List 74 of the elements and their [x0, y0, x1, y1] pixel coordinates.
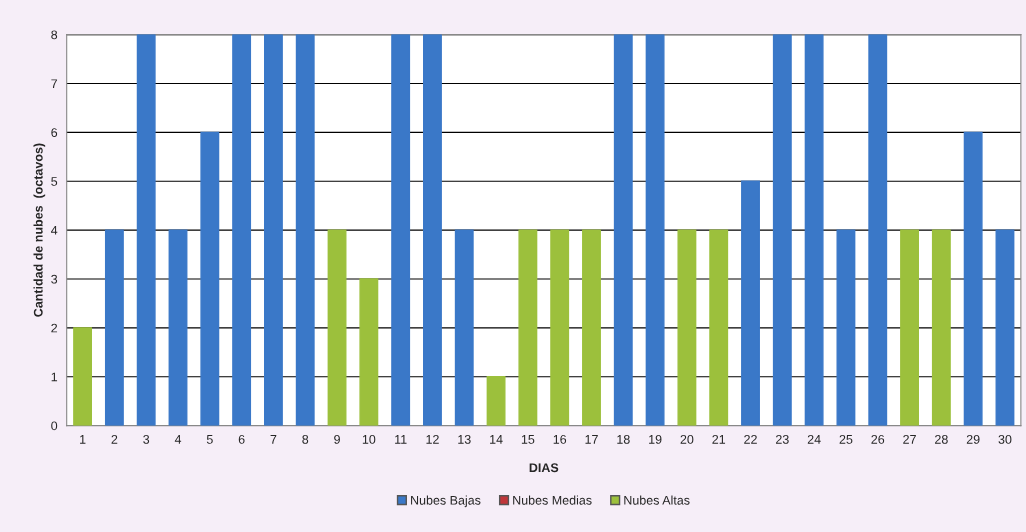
bar — [359, 278, 379, 426]
bar — [136, 34, 156, 426]
x-tick-label: 6 — [238, 434, 245, 444]
y-tick-label: 8 — [51, 30, 58, 40]
x-tick-label: 5 — [206, 435, 213, 444]
x-tick-label: 21 — [712, 434, 726, 444]
x-tick-label: 13 — [458, 434, 471, 444]
legend-label: Nubes Altas — [624, 495, 690, 505]
x-tick-label: 4 — [174, 435, 182, 444]
y-tick-label: 7 — [51, 79, 58, 88]
y-tick-label: 2 — [51, 323, 58, 333]
x-tick-label: 12 — [426, 434, 439, 444]
x-tick-label: 9 — [334, 434, 340, 444]
bar — [741, 180, 760, 426]
bar — [518, 229, 538, 426]
y-tick-label: 5 — [51, 177, 58, 186]
y-tick-label: 6 — [51, 128, 58, 137]
x-tick-label: 2 — [111, 434, 118, 444]
bar — [73, 327, 93, 426]
bar — [900, 229, 919, 426]
x-tick-label: 30 — [998, 434, 1012, 444]
x-tick-label: 14 — [490, 435, 503, 444]
bar — [391, 34, 411, 426]
x-tick-label: 16 — [553, 434, 567, 444]
x-tick-label: 23 — [776, 434, 789, 444]
x-tick-label: 8 — [302, 434, 309, 444]
x-tick-label: 29 — [966, 434, 980, 444]
bar — [709, 229, 729, 426]
bar — [613, 34, 633, 426]
x-tick-label: 24 — [807, 434, 821, 444]
bar — [232, 34, 252, 426]
x-tick-label: 28 — [935, 434, 948, 444]
bar — [327, 229, 347, 426]
y-tick-label: 1 — [51, 372, 58, 382]
bar — [677, 229, 697, 426]
bar — [168, 229, 188, 426]
x-tick-label: 19 — [649, 434, 662, 444]
bar — [645, 34, 665, 426]
x-tick-label: 22 — [744, 434, 757, 444]
bar — [995, 229, 1015, 426]
bar — [804, 34, 824, 426]
x-tick-label: 10 — [362, 434, 376, 444]
bar — [582, 229, 601, 426]
legend-label: Nubes Bajas — [411, 495, 481, 508]
bar — [423, 34, 442, 426]
x-tick-label: 18 — [617, 434, 630, 444]
x-tick-label: 17 — [585, 435, 598, 444]
x-tick-label: 15 — [521, 435, 535, 444]
x-tick-label: 26 — [871, 434, 885, 444]
bar — [200, 131, 220, 426]
bar — [454, 229, 474, 426]
legend-label: Nubes Medias — [513, 495, 592, 505]
x-tick-label: 7 — [270, 435, 277, 444]
x-tick-label: 25 — [839, 434, 853, 444]
bar — [295, 34, 315, 426]
bar — [963, 131, 983, 426]
x-tick-label: 3 — [143, 434, 150, 444]
bar — [104, 229, 124, 426]
y-axis-title: Cantidad de nubes (octavos) — [33, 143, 46, 317]
x-axis-title: DIAS — [529, 463, 559, 473]
bar — [486, 376, 506, 426]
y-tick-label: 3 — [51, 274, 58, 284]
bar — [868, 34, 888, 426]
bar — [931, 229, 951, 426]
x-tick-label: 20 — [680, 434, 694, 444]
bar — [836, 229, 856, 426]
y-tick-label: 4 — [51, 226, 58, 235]
bar — [263, 34, 283, 426]
bar — [772, 34, 792, 426]
x-tick-label: 27 — [903, 434, 916, 444]
bar — [550, 229, 570, 426]
x-tick-label: 1 — [80, 435, 86, 444]
y-tick-label: 0 — [51, 421, 58, 431]
x-tick-label: 11 — [395, 435, 407, 444]
